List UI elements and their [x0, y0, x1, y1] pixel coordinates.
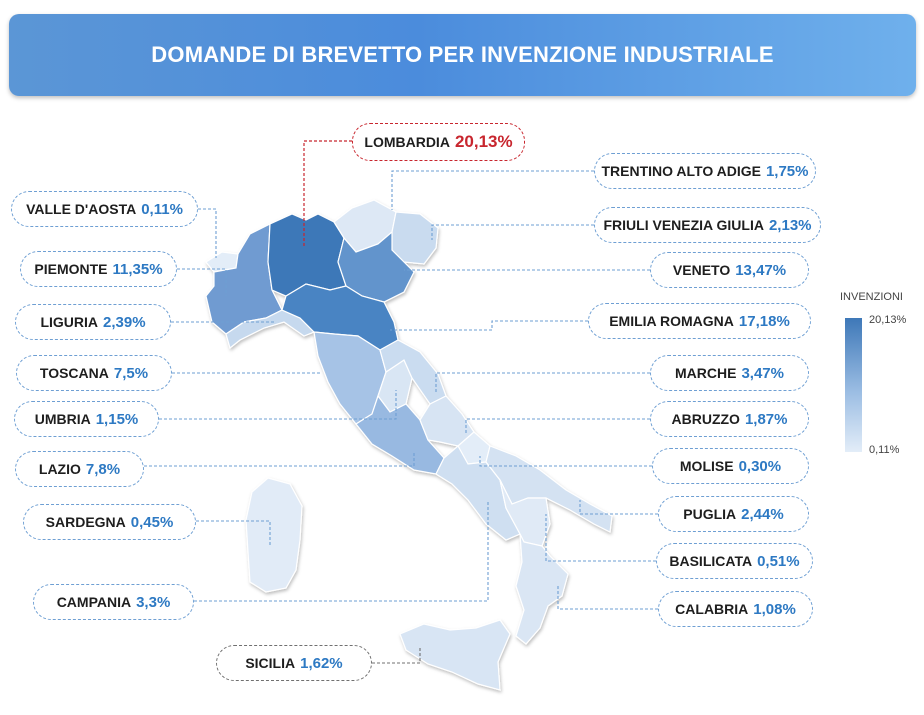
region-calabria — [515, 533, 569, 645]
label-sicilia-value: 1,62% — [300, 654, 343, 672]
leader-basilicata — [545, 514, 656, 562]
label-calabria-name: CALABRIA — [675, 601, 749, 617]
label-molise-name: MOLISE — [679, 458, 734, 474]
label-valle-aosta: VALLE D'AOSTA 0,11% — [11, 191, 198, 227]
label-campania: CAMPANIA 3,3% — [33, 584, 194, 620]
label-trentino-name: TRENTINO ALTO ADIGE — [601, 163, 761, 179]
label-piemonte: PIEMONTE 11,35% — [20, 251, 177, 287]
label-marche-name: MARCHE — [675, 365, 737, 381]
label-lombardia-name: LOMBARDIA — [364, 134, 450, 150]
legend-title: INVENZIONI — [840, 291, 903, 303]
label-calabria: CALABRIA 1,08% — [658, 591, 813, 627]
label-toscana-name: TOSCANA — [39, 365, 109, 381]
label-piemonte-value: 11,35% — [112, 260, 163, 278]
label-valle-aosta-name: VALLE D'AOSTA — [26, 201, 137, 217]
label-campania-name: CAMPANIA — [56, 594, 132, 610]
leader-friuli — [431, 224, 594, 240]
label-liguria-name: LIGURIA — [40, 314, 98, 330]
label-toscana-value: 7,5% — [113, 364, 149, 382]
label-emilia-value: 17,18% — [738, 312, 790, 330]
label-veneto-name: VENETO — [672, 262, 731, 278]
label-sardegna: SARDEGNA 0,45% — [23, 504, 196, 540]
label-basilicata-name: BASILICATA — [669, 553, 753, 569]
label-campania-value: 3,3% — [136, 593, 171, 611]
label-marche: MARCHE 3,47% — [650, 355, 809, 391]
label-calabria-value: 1,08% — [753, 600, 796, 618]
leader-piemonte — [177, 268, 227, 296]
label-puglia-name: PUGLIA — [683, 506, 737, 522]
label-abruzzo: ABRUZZO 1,87% — [650, 401, 809, 437]
title-banner: DOMANDE DI BREVETTO PER INVENZIONE INDUS… — [9, 14, 916, 96]
label-piemonte-name: PIEMONTE — [34, 261, 108, 277]
leader-umbria — [159, 390, 397, 420]
legend-color-scale — [845, 318, 862, 452]
label-friuli-name: FRIULI VENEZIA GIULIA — [603, 217, 764, 233]
leader-emilia — [390, 320, 588, 331]
label-lazio-value: 7,8% — [85, 460, 121, 478]
leader-sicilia — [372, 648, 421, 664]
label-molise-value: 0,30% — [738, 457, 782, 475]
label-trentino-value: 1,75% — [765, 162, 809, 180]
label-liguria-value: 2,39% — [103, 313, 146, 331]
label-emilia-name: EMILIA ROMAGNA — [609, 313, 734, 329]
leader-trentino — [391, 170, 594, 210]
leader-puglia — [579, 500, 658, 515]
leader-molise — [479, 456, 652, 467]
label-friuli: FRIULI VENEZIA GIULIA 2,13% — [594, 207, 821, 243]
leader-lazio — [144, 452, 415, 467]
label-puglia: PUGLIA 2,44% — [658, 496, 809, 532]
label-molise: MOLISE 0,30% — [652, 448, 809, 484]
label-basilicata: BASILICATA 0,51% — [656, 543, 813, 579]
leader-campania — [194, 500, 489, 602]
label-lombardia-value: 20,13% — [454, 132, 513, 151]
region-marche — [379, 339, 447, 405]
label-abruzzo-name: ABRUZZO — [671, 411, 740, 427]
label-lazio: LAZIO 7,8% — [15, 451, 144, 487]
leader-marche — [435, 372, 650, 392]
label-friuli-value: 2,13% — [768, 216, 812, 234]
label-abruzzo-value: 1,87% — [744, 410, 788, 428]
label-lazio-name: LAZIO — [38, 461, 81, 477]
label-sicilia: SICILIA 1,62% — [216, 645, 372, 681]
region-sicilia — [399, 619, 511, 691]
leader-sardegna — [196, 520, 271, 546]
label-umbria: UMBRIA 1,15% — [14, 401, 159, 437]
label-basilicata-value: 0,51% — [757, 552, 800, 570]
label-umbria-name: UMBRIA — [34, 411, 91, 427]
region-liguria — [225, 309, 316, 350]
region-sardegna — [245, 477, 303, 593]
label-umbria-value: 1,15% — [95, 410, 139, 428]
label-marche-value: 3,47% — [741, 364, 784, 382]
legend-max: 20,13% — [869, 314, 907, 326]
label-liguria: LIGURIA 2,39% — [15, 304, 171, 340]
label-puglia-value: 2,44% — [741, 505, 784, 523]
leader-calabria — [557, 586, 658, 610]
label-valle-aosta-value: 0,11% — [141, 200, 183, 218]
leader-abruzzo — [465, 418, 650, 434]
label-toscana: TOSCANA 7,5% — [16, 355, 172, 391]
leader-valle-aosta — [198, 208, 217, 258]
label-lombardia: LOMBARDIA 20,13% — [352, 123, 525, 161]
leader-lombardia — [303, 140, 352, 246]
label-sicilia-name: SICILIA — [245, 655, 296, 671]
label-sardegna-value: 0,45% — [130, 513, 174, 531]
label-veneto: VENETO 13,47% — [650, 252, 809, 288]
page-title: DOMANDE DI BREVETTO PER INVENZIONE INDUS… — [151, 42, 774, 67]
legend-min: 0,11% — [869, 444, 900, 456]
label-trentino: TRENTINO ALTO ADIGE 1,75% — [594, 153, 816, 189]
label-veneto-value: 13,47% — [735, 261, 787, 279]
label-sardegna-name: SARDEGNA — [45, 514, 126, 530]
label-emilia: EMILIA ROMAGNA 17,18% — [588, 303, 811, 339]
